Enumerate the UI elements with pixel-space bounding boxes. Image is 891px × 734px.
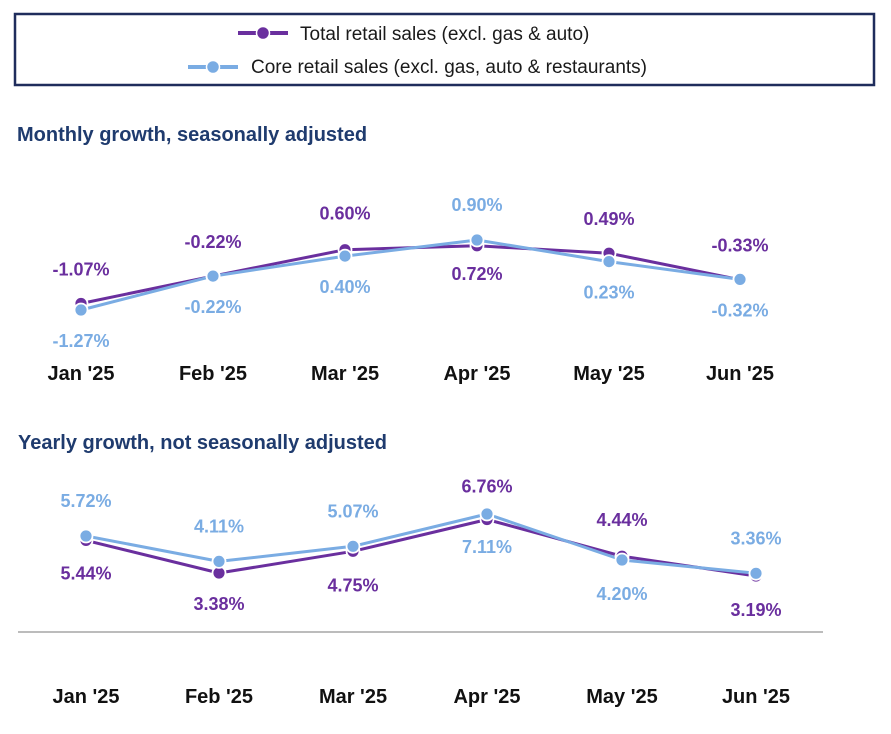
yearly-core-line — [85, 512, 757, 575]
yearly-total-line — [85, 518, 757, 578]
yearly-category-label: Jun '25 — [722, 686, 790, 708]
yearly-core-data-label: 7.11% — [462, 537, 512, 557]
yearly-category-label: Mar '25 — [319, 686, 387, 708]
yearly-total-data-label: 3.19% — [730, 600, 781, 620]
yearly-core-point — [345, 538, 361, 554]
monthly-core-data-label: 0.40% — [319, 277, 370, 297]
yearly-total-data-label: 4.44% — [596, 510, 647, 530]
monthly-total-data-label: -1.07% — [52, 260, 109, 280]
monthly-total-data-label: -0.33% — [711, 236, 768, 256]
monthly-category-label: Jun '25 — [706, 363, 774, 385]
monthly-core-point — [732, 271, 748, 287]
monthly-core-data-label: 0.23% — [583, 283, 634, 303]
yearly-core-data-label: 5.07% — [327, 501, 378, 521]
yearly-category-label: Apr '25 — [453, 686, 520, 708]
yearly-category-label: Feb '25 — [185, 686, 253, 708]
legend-core-marker — [205, 59, 221, 75]
yearly-core-point — [748, 565, 764, 581]
monthly-category-label: Mar '25 — [311, 363, 379, 385]
monthly-total-line — [80, 244, 741, 305]
legend: Total retail sales (excl. gas & auto) Co… — [13, 12, 876, 87]
monthly-panel: -1.07% -0.22% 0.60% 0.72% 0.49% -0.33% -1.27% -… — [47, 195, 774, 385]
monthly-category-label: Jan '25 — [47, 363, 114, 385]
legend-total-marker — [255, 25, 271, 41]
yearly-category-label: Jan '25 — [52, 686, 119, 708]
yearly-core-data-label: 4.20% — [596, 584, 647, 604]
yearly-panel-title: Yearly growth, not seasonally adjusted — [18, 432, 387, 454]
monthly-core-point — [469, 232, 485, 248]
monthly-category-label: May '25 — [573, 363, 644, 385]
monthly-core-data-label: -0.32% — [711, 300, 768, 320]
monthly-total-data-label: 0.49% — [583, 209, 634, 229]
legend-total-label: Total retail sales (excl. gas & auto) — [300, 24, 589, 45]
yearly-core-data-label: 4.11% — [194, 516, 244, 536]
monthly-core-data-label: -0.22% — [184, 297, 241, 317]
yearly-panel: 5.44% 3.38% 4.75% 6.76% 4.44% 3.19% 5.72% 4.11%… — [52, 477, 790, 709]
legend-box — [13, 12, 876, 87]
monthly-category-label: Apr '25 — [443, 363, 510, 385]
yearly-core-data-label: 5.72% — [60, 491, 111, 511]
monthly-panel-title: Monthly growth, seasonally adjusted — [17, 124, 367, 146]
monthly-total-data-label: -0.22% — [184, 232, 241, 252]
monthly-core-data-label: -1.27% — [52, 331, 109, 351]
monthly-core-point — [337, 248, 353, 264]
yearly-core-point — [78, 528, 94, 544]
yearly-core-point — [614, 552, 630, 568]
yearly-core-point — [479, 506, 495, 522]
monthly-core-point — [601, 254, 617, 270]
monthly-total-data-label: 0.60% — [319, 204, 370, 224]
monthly-category-label: Feb '25 — [179, 363, 247, 385]
monthly-core-point — [205, 268, 221, 284]
yearly-core-point — [211, 554, 227, 569]
yearly-total-data-label: 6.76% — [461, 477, 512, 497]
monthly-core-data-label: 0.90% — [451, 195, 502, 215]
yearly-total-data-label: 4.75% — [327, 575, 378, 595]
yearly-total-data-label: 3.38% — [193, 594, 244, 614]
yearly-core-data-label: 3.36% — [730, 528, 781, 548]
monthly-core-point — [73, 302, 89, 318]
monthly-total-data-label: 0.72% — [451, 264, 502, 284]
yearly-total-data-label: 5.44% — [60, 563, 111, 583]
monthly-core-line — [80, 238, 741, 312]
legend-core-label: Core retail sales (excl. gas, auto & res… — [251, 57, 647, 78]
yearly-category-label: May '25 — [586, 686, 657, 708]
